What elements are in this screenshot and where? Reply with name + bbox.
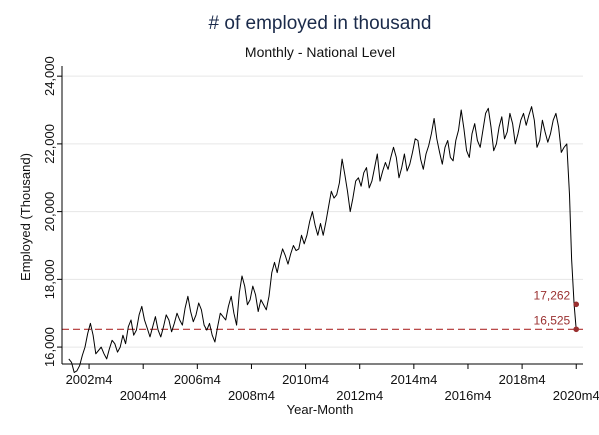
annotation-label: 17,262 [534,288,571,302]
x-tick-label: 2004m4 [120,388,167,403]
x-tick-label: 2008m4 [228,388,275,403]
annotation-marker [573,326,580,333]
gridlines [62,75,583,348]
axes: 16,000 18,000 20,000 22,000 24,000 2002m4 2004… [42,56,599,403]
series-layer [68,106,577,373]
chart-subtitle: Monthly - National Level [245,44,395,60]
x-tick-label: 2014m4 [390,372,437,387]
y-tick-label: 22,000 [42,124,57,164]
y-tick-label: 24,000 [42,56,57,96]
y-tick-label: 18,000 [42,259,57,299]
x-axis-title: Year-Month [287,402,354,417]
annotation-marker [573,301,580,308]
x-tick-label: 2010m4 [282,372,329,387]
annotations: 17,262 16,525 [534,288,580,333]
y-tick-label: 16,000 [42,327,57,367]
chart-title: # of employed in thousand [209,13,432,34]
series-line [68,106,577,373]
x-tick-label: 2016m4 [444,388,491,403]
y-axis-title: Employed (Thousand) [18,153,33,281]
y-tick-label: 20,000 [42,192,57,232]
x-tick-label: 2018m4 [499,372,546,387]
x-tick-label: 2002m4 [66,372,113,387]
annotation-label: 16,525 [534,313,571,327]
x-tick-label: 2012m4 [336,388,383,403]
x-tick-label: 2006m4 [174,372,221,387]
x-tick-label: 2020m4 [553,388,599,403]
